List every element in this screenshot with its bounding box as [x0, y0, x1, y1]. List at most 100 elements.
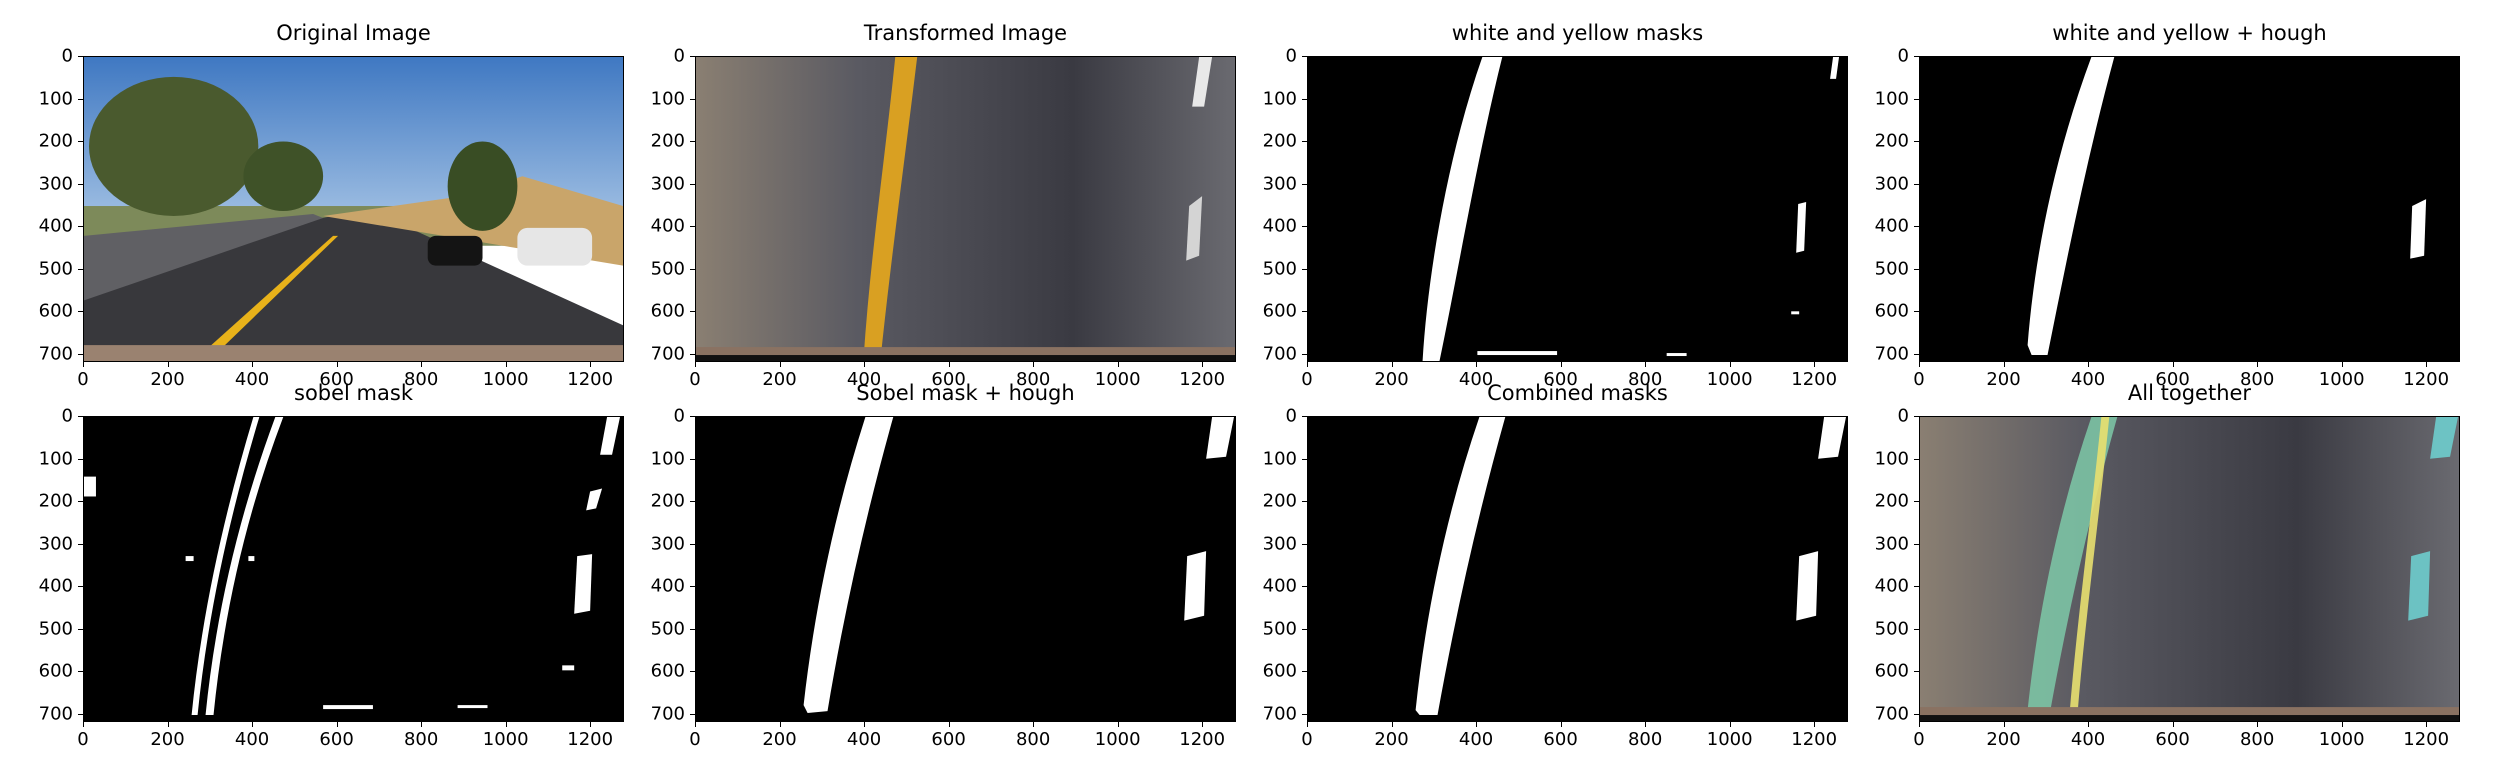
- panel-transformed: Transformed Image: [695, 21, 1236, 362]
- y-tick-label: 700: [38, 703, 73, 724]
- x-tick-label: 600: [2155, 369, 2190, 390]
- y-tick-label: 200: [1262, 490, 1297, 512]
- y-tick-mark: [1914, 311, 1919, 312]
- birdseye-road-overlay-image: [1919, 416, 2460, 722]
- y-tick-mark: [690, 628, 695, 630]
- y-tick-label: 700: [650, 703, 685, 724]
- x-tick-label: 0: [689, 369, 701, 390]
- x-tick-mark: [695, 362, 696, 367]
- x-tick-mark: [2003, 722, 2005, 727]
- x-tick-mark: [421, 722, 423, 727]
- y-tick-mark: [1302, 268, 1307, 270]
- y-tick-label: 0: [1897, 405, 1909, 427]
- y-tick-label: 700: [1874, 703, 1909, 724]
- y-tick-mark: [690, 98, 695, 100]
- x-tick-label: 1200: [1791, 729, 1838, 750]
- y-tick-mark: [1302, 311, 1307, 312]
- y-tick-label: 700: [1262, 343, 1297, 364]
- binary-mask-image: [1307, 56, 1848, 362]
- x-tick-label: 800: [1627, 729, 1663, 750]
- binary-mask-image: [83, 416, 624, 722]
- y-tick-label: 100: [650, 448, 685, 469]
- panel-title: Combined masks: [1487, 381, 1668, 405]
- y-tick-label: 300: [650, 533, 685, 554]
- y-tick-mark: [78, 311, 83, 312]
- x-tick-label: 1000: [2318, 729, 2365, 750]
- y-tick-mark: [78, 416, 83, 417]
- x-tick-mark: [252, 722, 254, 727]
- x-tick-mark: [1814, 722, 1816, 727]
- panel-title: Sobel mask + hough: [856, 381, 1075, 405]
- x-tick-label: 0: [1913, 369, 1925, 390]
- x-tick-mark: [2257, 722, 2259, 727]
- x-tick-label: 800: [2239, 369, 2275, 390]
- x-tick-mark: [1476, 722, 1478, 727]
- y-tick-label: 600: [650, 660, 685, 682]
- x-tick-label: 1000: [1094, 369, 1141, 390]
- y-tick-label: 0: [1897, 45, 1909, 67]
- x-tick-label: 200: [1374, 729, 1409, 750]
- y-tick-label: 300: [38, 173, 73, 194]
- y-tick-label: 500: [650, 258, 685, 279]
- y-tick-mark: [1302, 416, 1307, 417]
- road-photo-image: [83, 56, 624, 362]
- x-tick-mark: [1729, 722, 1731, 727]
- y-tick-mark: [690, 353, 695, 355]
- x-tick-label: 1000: [1706, 729, 1753, 750]
- panel-white-yellow: white and yellow masks: [1307, 21, 1848, 362]
- y-tick-label: 400: [650, 575, 685, 597]
- panel-sobel: sobel mask: [83, 381, 624, 722]
- birdseye-road-image: [695, 56, 1236, 362]
- x-tick-label: 400: [234, 729, 270, 750]
- y-tick-mark: [78, 458, 83, 460]
- y-tick-label: 100: [1874, 448, 1909, 469]
- x-tick-label: 600: [1543, 369, 1578, 390]
- x-tick-label: 200: [150, 369, 185, 390]
- y-tick-mark: [78, 501, 83, 502]
- x-tick-mark: [779, 362, 781, 367]
- y-tick-mark: [1302, 98, 1307, 100]
- x-tick-label: 1200: [1179, 369, 1226, 390]
- y-tick-mark: [78, 226, 83, 227]
- x-tick-label: 400: [2070, 729, 2106, 750]
- x-tick-mark: [2088, 722, 2090, 727]
- x-tick-label: 1200: [567, 369, 614, 390]
- y-tick-label: 500: [1874, 618, 1909, 639]
- y-tick-label: 500: [1262, 618, 1297, 639]
- y-tick-label: 200: [1874, 130, 1909, 152]
- y-tick-mark: [1914, 501, 1919, 502]
- y-tick-mark: [1914, 671, 1919, 672]
- panel-title: Transformed Image: [863, 21, 1068, 45]
- y-tick-label: 400: [38, 215, 73, 237]
- y-tick-label: 600: [650, 300, 685, 322]
- y-tick-mark: [690, 713, 695, 715]
- y-tick-mark: [78, 268, 83, 270]
- x-tick-label: 200: [762, 729, 797, 750]
- y-tick-mark: [1302, 226, 1307, 227]
- y-tick-label: 600: [1874, 300, 1909, 322]
- x-tick-label: 400: [846, 729, 882, 750]
- x-tick-label: 200: [1374, 369, 1409, 390]
- x-tick-label: 800: [1015, 729, 1051, 750]
- x-tick-label: 600: [2155, 729, 2190, 750]
- x-tick-mark: [336, 362, 338, 367]
- y-tick-mark: [1302, 671, 1307, 672]
- y-tick-mark: [1302, 458, 1307, 460]
- x-tick-mark: [505, 722, 507, 727]
- y-tick-label: 400: [38, 575, 73, 597]
- x-tick-mark: [2341, 722, 2343, 727]
- x-tick-mark: [1476, 362, 1478, 367]
- y-tick-mark: [1914, 586, 1919, 587]
- x-tick-label: 1200: [1179, 729, 1226, 750]
- y-tick-label: 700: [1262, 703, 1297, 724]
- y-tick-mark: [1914, 141, 1919, 142]
- y-tick-mark: [1914, 353, 1919, 355]
- y-tick-mark: [1302, 501, 1307, 502]
- y-tick-mark: [1914, 713, 1919, 715]
- x-tick-label: 600: [1543, 729, 1578, 750]
- y-tick-label: 300: [650, 173, 685, 194]
- y-tick-label: 300: [1262, 173, 1297, 194]
- x-tick-mark: [1814, 362, 1816, 367]
- panel-original: Original Image: [83, 21, 624, 362]
- panel-combined: Combined masks: [1307, 381, 1848, 722]
